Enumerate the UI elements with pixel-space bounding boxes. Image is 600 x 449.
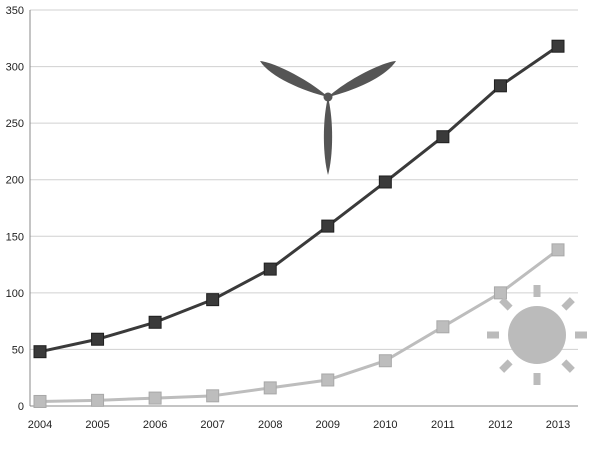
series-group (33, 39, 565, 408)
wind-turbine-icon (260, 61, 396, 175)
data-point-marker (378, 354, 392, 368)
sun-ray (561, 297, 575, 311)
sun-ray (499, 359, 513, 373)
turbine-blade (260, 61, 328, 97)
series-line (39, 44, 559, 354)
y-axis-tick-labels: 0 50 100 150 200 250 300 350 (6, 5, 24, 413)
data-point-marker (206, 293, 220, 307)
x-tick-label: 2008 (258, 419, 282, 431)
y-tick-label: 350 (6, 5, 24, 17)
sun-icon (487, 285, 587, 385)
y-tick-label: 200 (6, 175, 24, 187)
sun-disc (508, 306, 566, 364)
data-point-marker (378, 175, 392, 189)
sun-ray (561, 359, 575, 373)
y-tick-label: 250 (6, 118, 24, 130)
turbine-blade (323, 97, 333, 175)
x-axis-tick-labels: 2004 2005 2006 2007 2008 2009 2010 2011 2012 2013 (28, 419, 570, 431)
series-wind-turbine (33, 39, 565, 359)
x-tick-label: 2004 (28, 419, 52, 431)
x-tick-label: 2007 (200, 419, 224, 431)
data-point-marker (33, 345, 47, 359)
axes (29, 10, 578, 407)
x-tick-label: 2013 (546, 419, 570, 431)
x-tick-label: 2012 (488, 419, 512, 431)
data-point-marker (263, 381, 277, 395)
data-point-marker (493, 286, 507, 300)
turbine-hub (323, 92, 333, 102)
data-point-marker (91, 332, 105, 346)
x-tick-label: 2005 (85, 419, 109, 431)
data-point-marker (33, 394, 47, 408)
y-tick-label: 50 (12, 344, 24, 356)
data-point-marker (321, 219, 335, 233)
data-point-marker (436, 320, 450, 334)
data-point-marker (206, 389, 220, 403)
data-point-marker (91, 393, 105, 407)
data-point-marker (148, 391, 162, 405)
x-tick-label: 2009 (316, 419, 340, 431)
series-line (39, 248, 559, 403)
data-point-marker (551, 243, 565, 257)
series-sun (33, 243, 565, 408)
data-point-marker (148, 315, 162, 329)
y-tick-label: 300 (6, 62, 24, 74)
data-point-marker (263, 262, 277, 276)
data-point-marker (436, 130, 450, 144)
sun-ray (499, 297, 513, 311)
y-tick-label: 100 (6, 288, 24, 300)
data-point-marker (551, 39, 565, 53)
turbine-blade (328, 61, 396, 97)
x-tick-label: 2006 (143, 419, 167, 431)
data-point-marker (321, 373, 335, 387)
y-tick-label: 0 (18, 401, 24, 413)
gridlines (30, 9, 578, 350)
y-tick-label: 150 (6, 231, 24, 243)
x-tick-label: 2010 (373, 419, 397, 431)
x-tick-label: 2011 (431, 419, 455, 431)
data-point-marker (493, 79, 507, 93)
